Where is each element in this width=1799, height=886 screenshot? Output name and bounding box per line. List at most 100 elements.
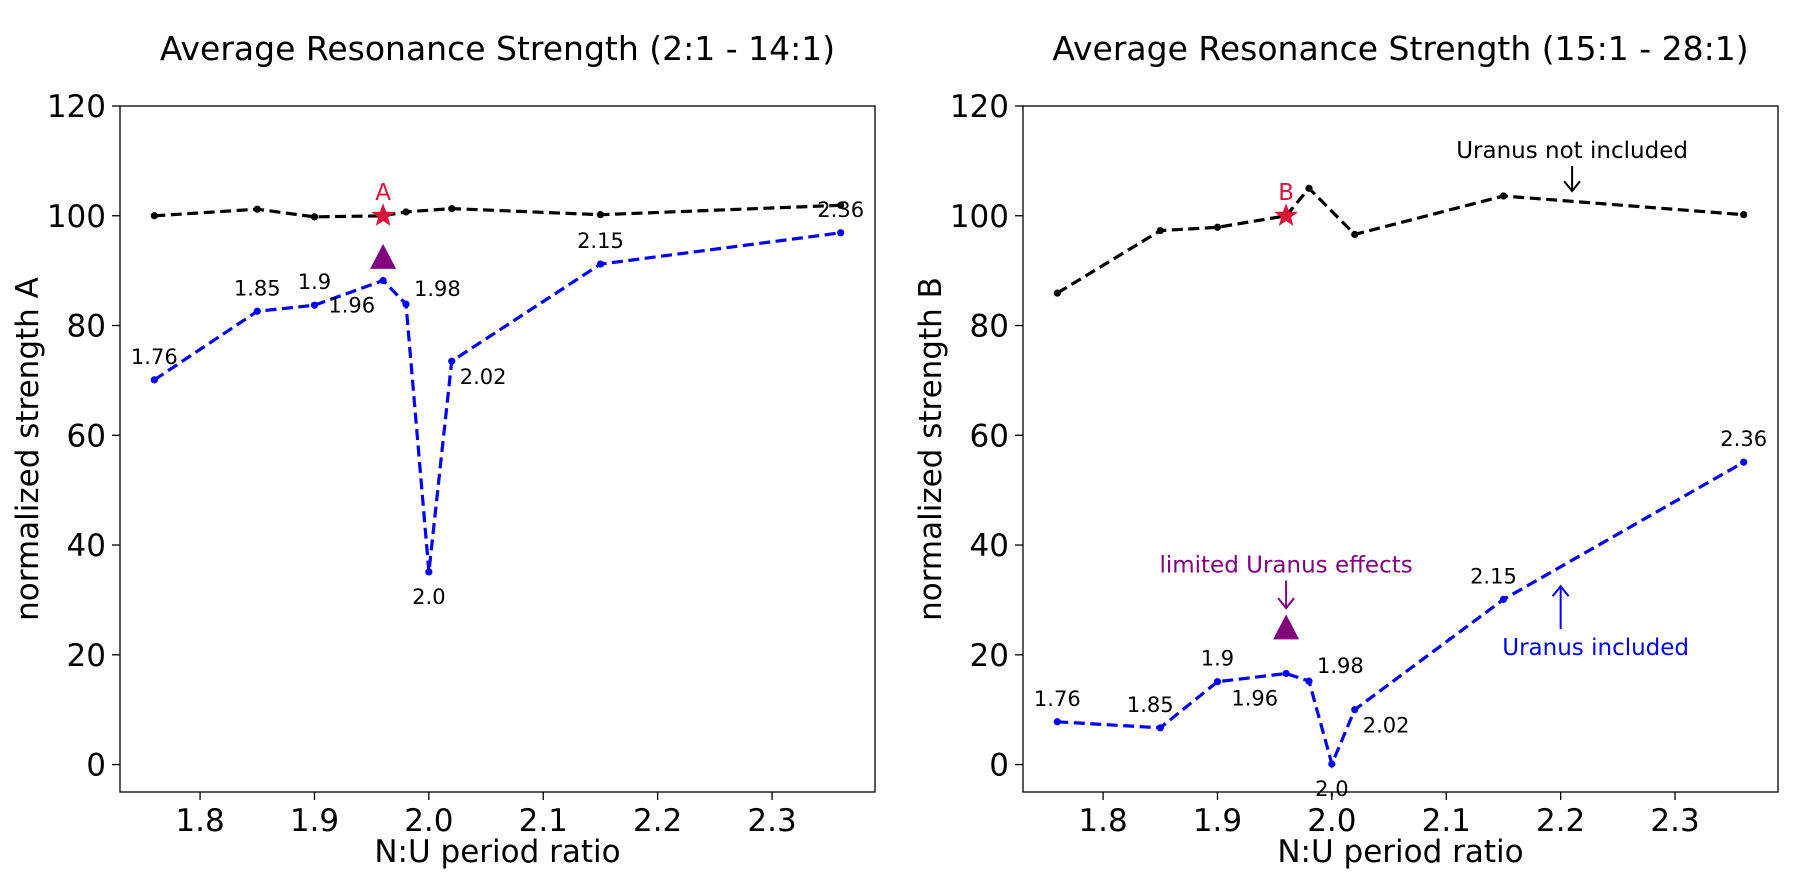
- y-tick-label: 40: [67, 528, 106, 564]
- triangle-marker: [370, 243, 397, 269]
- data-point-uranus-not-included: [1740, 211, 1748, 219]
- data-point-uranus-not-included: [1156, 226, 1164, 235]
- x-tick-label: 1.8: [1078, 803, 1127, 839]
- y-tick-label: 60: [67, 418, 106, 454]
- series-line-uranus-not-included: [154, 203, 841, 219]
- data-label: 1.85: [234, 276, 281, 300]
- y-tick-label: 0: [86, 748, 106, 784]
- annotation-arrowhead: [1563, 180, 1581, 193]
- data-label: 2.0: [1315, 777, 1348, 801]
- x-tick-label: 2.0: [404, 803, 453, 839]
- data-label: 1.9: [298, 270, 331, 294]
- y-axis-label: normalized strength A: [10, 277, 46, 621]
- data-point-uranus-included: [402, 300, 410, 308]
- x-tick-label: 1.8: [175, 803, 224, 839]
- data-point-uranus-not-included: [1213, 223, 1222, 231]
- data-point-uranus-included: [310, 301, 319, 309]
- star-marker: [371, 203, 395, 226]
- data-point-uranus-not-included: [253, 205, 261, 213]
- data-point-uranus-included: [150, 376, 158, 384]
- data-point-uranus-not-included: [596, 211, 605, 219]
- y-tick-label: 0: [989, 748, 1009, 784]
- triangle-marker: [1273, 614, 1300, 640]
- chart-title: Average Resonance Strength (15:1 - 28:1): [1052, 29, 1748, 68]
- data-label: 2.02: [1363, 714, 1410, 738]
- data-point-uranus-included: [379, 276, 387, 285]
- x-tick-label: 2.2: [633, 803, 682, 839]
- data-point-uranus-included: [1213, 678, 1222, 686]
- data-label: 2.0: [412, 585, 445, 609]
- annotation-arrowhead: [1277, 597, 1295, 610]
- x-tick-label: 2.0: [1307, 803, 1356, 839]
- data-label: 1.9: [1201, 647, 1234, 671]
- annotation-text: limited Uranus effects: [1159, 552, 1412, 578]
- data-point-uranus-included: [837, 229, 845, 237]
- y-tick-label: 60: [970, 418, 1009, 454]
- data-label: 1.96: [1231, 686, 1278, 710]
- y-tick-label: 100: [950, 199, 1009, 235]
- data-label: 2.02: [460, 365, 507, 389]
- y-tick-label: 20: [67, 638, 106, 674]
- y-tick-label: 120: [950, 89, 1009, 125]
- x-tick-label: 2.3: [747, 803, 796, 839]
- data-point-uranus-included: [1282, 669, 1290, 678]
- data-label: 1.85: [1127, 693, 1174, 717]
- x-tick-label: 2.1: [519, 803, 568, 839]
- y-tick-label: 20: [970, 638, 1009, 674]
- data-point-uranus-included: [1156, 724, 1164, 732]
- data-point-uranus-not-included: [1351, 230, 1359, 239]
- data-label: 1.98: [1317, 654, 1364, 678]
- data-point-uranus-not-included: [310, 213, 319, 221]
- x-tick-label: 1.9: [290, 803, 339, 839]
- y-tick-label: 80: [970, 309, 1009, 345]
- data-point-uranus-included: [1053, 718, 1061, 726]
- data-label: 2.15: [577, 229, 624, 253]
- x-tick-label: 2.3: [1650, 803, 1699, 839]
- data-label: 1.98: [414, 277, 461, 301]
- data-point-uranus-not-included: [448, 205, 456, 213]
- y-axis-label: normalized strength B: [913, 277, 949, 621]
- x-tick-label: 2.1: [1422, 803, 1471, 839]
- data-label: 1.76: [131, 345, 178, 369]
- data-point-uranus-included: [1740, 458, 1748, 466]
- star-label: A: [375, 180, 391, 206]
- plot-frame: [1022, 105, 1779, 793]
- data-point-uranus-included: [253, 307, 261, 315]
- star-label: B: [1278, 180, 1294, 206]
- data-point-uranus-included: [1499, 595, 1508, 603]
- data-point-uranus-not-included: [1305, 184, 1313, 192]
- y-tick-label: 80: [67, 309, 106, 345]
- y-tick-label: 100: [47, 199, 106, 235]
- data-point-uranus-not-included: [1499, 192, 1508, 200]
- data-label: 2.15: [1470, 564, 1517, 588]
- data-point-uranus-not-included: [837, 201, 845, 209]
- annotation-text: Uranus not included: [1456, 138, 1688, 164]
- chart-panel-left: Average Resonance Strength (2:1 - 14:1) 1…: [10, 29, 876, 870]
- data-label: 2.36: [817, 198, 864, 222]
- data-point-uranus-included: [1305, 677, 1313, 685]
- data-point-uranus-included: [448, 357, 456, 365]
- data-label: 1.96: [328, 294, 375, 318]
- plot-frame: [119, 105, 876, 793]
- x-tick-label: 1.9: [1193, 803, 1242, 839]
- chart-title: Average Resonance Strength (2:1 - 14:1): [160, 29, 835, 68]
- annotation-text: Uranus included: [1502, 635, 1689, 661]
- data-point-uranus-not-included: [1053, 289, 1061, 297]
- y-tick-label: 40: [970, 528, 1009, 564]
- star-marker: [1274, 203, 1298, 226]
- data-point-uranus-not-included: [402, 208, 410, 216]
- y-tick-label: 120: [47, 89, 106, 125]
- series-line-uranus-not-included: [1056, 185, 1744, 295]
- data-label: 1.76: [1034, 687, 1081, 711]
- data-label: 2.36: [1720, 427, 1767, 451]
- data-point-uranus-included: [1328, 760, 1336, 768]
- x-axis-label: N:U period ratio: [1277, 834, 1523, 870]
- data-point-uranus-included: [596, 260, 605, 268]
- annotation-arrowhead: [1551, 584, 1570, 597]
- data-point-uranus-included: [1351, 706, 1359, 714]
- data-point-uranus-not-included: [150, 212, 158, 220]
- x-axis-label: N:U period ratio: [374, 834, 620, 870]
- x-tick-label: 2.2: [1536, 803, 1585, 839]
- data-point-uranus-included: [425, 568, 433, 576]
